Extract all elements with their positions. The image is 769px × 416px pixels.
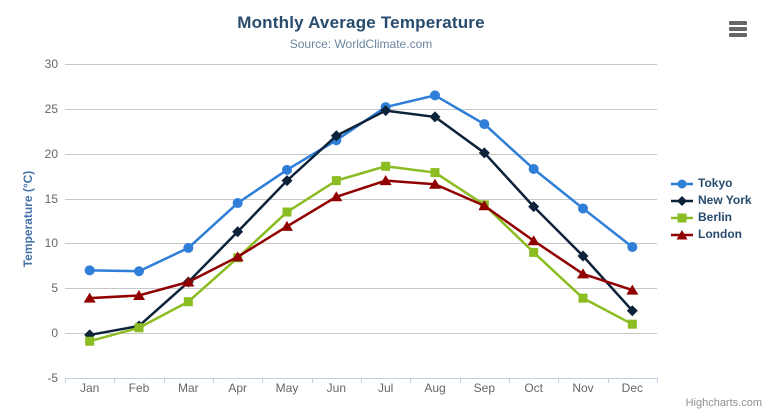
data-point-london-May[interactable] — [281, 220, 293, 231]
data-point-new-york-Dec[interactable] — [626, 305, 638, 317]
legend-item-berlin[interactable]: Berlin — [671, 211, 752, 224]
context-menu-button[interactable] — [728, 20, 748, 37]
x-axis-label: Jun — [327, 381, 346, 395]
y-axis-label: 15 — [45, 192, 59, 206]
x-axis-label: Mar — [178, 381, 199, 395]
data-point-london-Jan[interactable] — [83, 292, 96, 303]
data-point-new-york-Aug[interactable] — [429, 111, 441, 123]
data-point-new-york-Nov[interactable] — [577, 250, 589, 262]
data-point-tokyo-Apr[interactable] — [232, 198, 243, 209]
data-point-london-Dec[interactable] — [626, 284, 639, 295]
data-point-new-york-Jun[interactable] — [330, 130, 342, 142]
data-point-berlin-Jan[interactable] — [85, 336, 95, 346]
data-point-new-york-Oct[interactable] — [528, 201, 540, 213]
legend-marker-triangle-icon — [671, 229, 693, 239]
x-axis-label: Feb — [129, 381, 150, 395]
data-point-london-Jul[interactable] — [379, 175, 392, 186]
x-axis-label: Aug — [424, 381, 445, 395]
series-line-tokyo — [88, 94, 634, 273]
data-point-london-Aug[interactable] — [429, 178, 441, 189]
data-point-tokyo-May[interactable] — [282, 164, 292, 175]
data-point-tokyo-Aug[interactable] — [430, 90, 440, 101]
x-axis-label: May — [276, 381, 299, 395]
legend-item-london[interactable]: London — [671, 228, 752, 241]
data-point-new-york-Apr[interactable] — [232, 226, 244, 238]
series-line-london — [88, 179, 634, 300]
data-point-tokyo-Mar[interactable] — [183, 242, 194, 253]
data-point-tokyo-Oct[interactable] — [528, 163, 539, 174]
legend-label: New York — [698, 193, 752, 207]
series-line-new-york — [88, 109, 634, 337]
legend-item-tokyo[interactable]: Tokyo — [671, 177, 752, 190]
data-point-berlin-Dec[interactable] — [627, 319, 637, 329]
series-line-berlin — [88, 165, 634, 343]
x-axis-label: Sep — [474, 381, 496, 395]
data-point-new-york-May[interactable] — [281, 175, 293, 187]
data-point-berlin-May[interactable] — [282, 207, 292, 217]
x-axis-label: Dec — [622, 381, 643, 395]
data-point-berlin-Jul[interactable] — [381, 161, 391, 171]
data-point-london-Feb[interactable] — [133, 289, 145, 300]
legend-marker-circle-icon — [671, 179, 693, 188]
y-axis-label: -5 — [47, 371, 58, 385]
x-axis-label: Nov — [572, 381, 593, 395]
data-point-berlin-Nov[interactable] — [578, 293, 588, 303]
data-point-london-Oct[interactable] — [527, 235, 540, 246]
legend-item-new-york[interactable]: New York — [671, 194, 752, 207]
data-point-berlin-Oct[interactable] — [529, 247, 539, 257]
hamburger-icon — [729, 21, 747, 37]
data-point-london-Jun[interactable] — [330, 191, 343, 202]
data-point-london-Sep[interactable] — [478, 200, 491, 211]
x-axis-label: Jul — [378, 381, 393, 395]
y-axis-label: 30 — [45, 57, 59, 71]
legend-label: London — [698, 227, 742, 241]
legend: Tokyo New York Berlin London — [671, 177, 752, 241]
x-axis-label: Apr — [228, 381, 247, 395]
data-point-tokyo-Feb[interactable] — [134, 266, 144, 277]
data-point-tokyo-Sep[interactable] — [479, 119, 490, 130]
chart-title: Monthly Average Temperature — [237, 13, 485, 32]
chart-subtitle: Source: WorldClimate.com — [289, 37, 433, 51]
data-point-berlin-Aug[interactable] — [430, 168, 440, 178]
data-point-berlin-Jun[interactable] — [331, 176, 341, 186]
data-point-new-york-Sep[interactable] — [478, 147, 490, 159]
data-point-london-Mar[interactable] — [182, 276, 195, 287]
data-point-berlin-Feb[interactable] — [134, 323, 144, 333]
data-point-tokyo-Jan[interactable] — [84, 265, 95, 276]
x-axis-label: Oct — [524, 381, 543, 395]
data-point-tokyo-Dec[interactable] — [627, 242, 638, 253]
y-axis-label: 20 — [45, 147, 59, 161]
data-point-london-Nov[interactable] — [577, 268, 589, 279]
data-point-london-Apr[interactable] — [231, 251, 244, 262]
legend-label: Berlin — [698, 210, 733, 224]
y-axis-label: 5 — [51, 281, 58, 295]
legend-label: Tokyo — [698, 176, 733, 190]
highcharts-credits-link[interactable]: Highcharts.com — [685, 397, 762, 409]
y-axis-label: 25 — [45, 102, 59, 116]
data-point-new-york-Jul[interactable] — [380, 105, 392, 117]
data-point-tokyo-Nov[interactable] — [578, 203, 588, 214]
y-axis-label: 10 — [45, 236, 59, 250]
y-axis-title: Temperature (°C) — [21, 170, 35, 268]
x-axis-label: Jan — [80, 381, 99, 395]
y-axis-label: 0 — [51, 326, 58, 340]
data-point-berlin-Mar[interactable] — [183, 297, 193, 307]
legend-marker-diamond-icon — [671, 195, 693, 206]
legend-marker-square-icon — [671, 213, 693, 222]
